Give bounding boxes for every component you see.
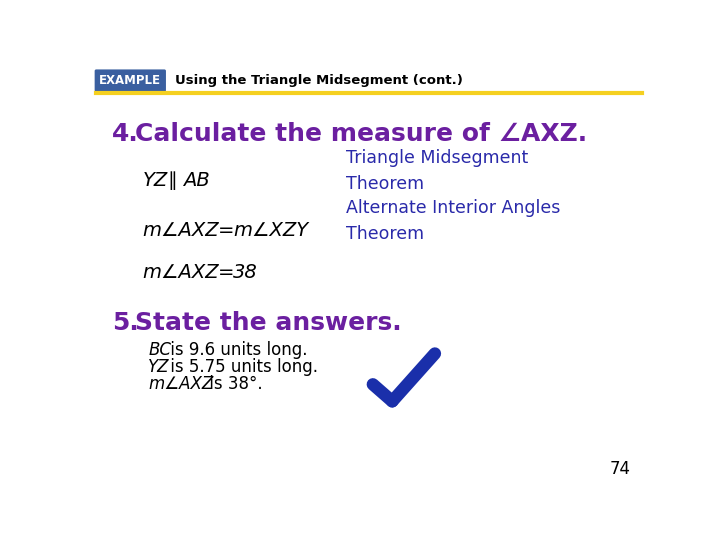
Text: m∠AXZ: m∠AXZ — [143, 221, 220, 240]
Text: 4.: 4. — [112, 122, 138, 146]
Text: ∥: ∥ — [168, 171, 177, 190]
Text: State the answers.: State the answers. — [135, 310, 402, 335]
Text: BC: BC — [148, 341, 171, 359]
Text: EXAMPLE: EXAMPLE — [99, 75, 161, 87]
Text: 74: 74 — [610, 460, 631, 478]
Text: is 5.75 units long.: is 5.75 units long. — [165, 357, 318, 376]
Text: Calculate the measure of ∠AXZ.: Calculate the measure of ∠AXZ. — [135, 122, 587, 146]
Text: =: = — [218, 263, 235, 282]
Text: AB: AB — [183, 171, 210, 190]
Text: YZ: YZ — [148, 357, 170, 376]
Text: is 38°.: is 38°. — [204, 375, 263, 393]
Text: 38: 38 — [233, 263, 258, 282]
Text: Triangle Midsegment
Theorem: Triangle Midsegment Theorem — [346, 149, 528, 193]
Text: =: = — [218, 221, 235, 240]
Text: YZ: YZ — [143, 171, 168, 190]
Text: m∠AXZ: m∠AXZ — [143, 263, 220, 282]
Text: is 9.6 units long.: is 9.6 units long. — [165, 341, 307, 359]
Text: Using the Triangle Midsegment (cont.): Using the Triangle Midsegment (cont.) — [175, 73, 463, 87]
Text: 5.: 5. — [112, 310, 138, 335]
Text: Alternate Interior Angles
Theorem: Alternate Interior Angles Theorem — [346, 199, 560, 244]
Text: m∠XZY: m∠XZY — [233, 221, 308, 240]
FancyBboxPatch shape — [94, 70, 166, 92]
Text: m∠AXZ: m∠AXZ — [148, 375, 213, 393]
